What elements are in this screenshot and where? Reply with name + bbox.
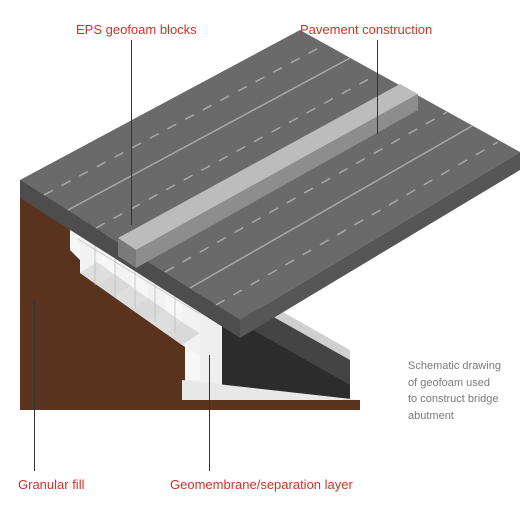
label-eps-geofoam: EPS geofoam blocks — [76, 22, 197, 39]
isometric-diagram — [0, 0, 530, 508]
caption-line2: of geofoam used — [408, 377, 490, 389]
label-pavement: Pavement construction — [300, 22, 432, 39]
caption-line4: abutment — [408, 410, 454, 422]
label-granular-fill: Granular fill — [18, 477, 84, 494]
caption: Schematic drawing of geofoam used to con… — [408, 358, 518, 424]
label-geomembrane: Geomembrane/separation layer — [170, 477, 353, 494]
caption-line1: Schematic drawing — [408, 360, 501, 372]
caption-line3: to construct bridge — [408, 393, 499, 405]
